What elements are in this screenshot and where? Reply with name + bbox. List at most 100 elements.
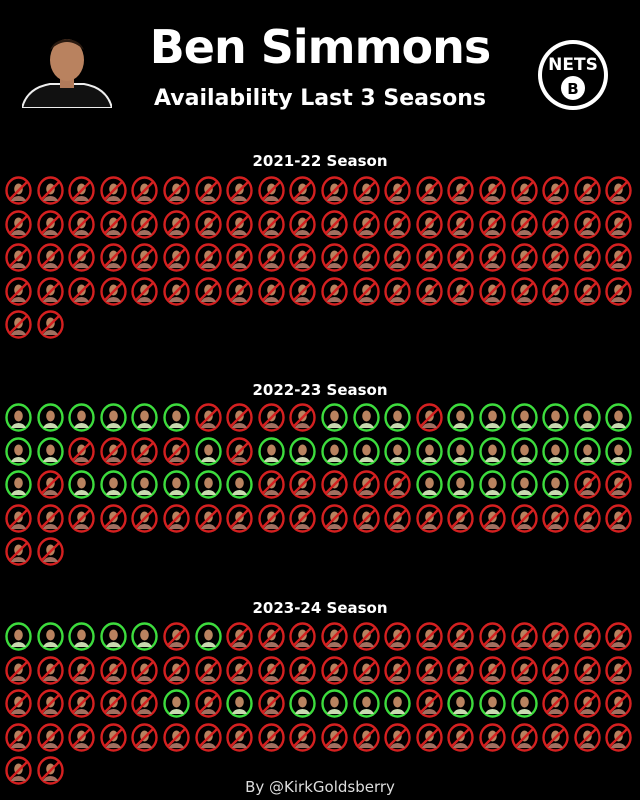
game-missed-icon	[574, 243, 601, 272]
game-missed-icon	[384, 655, 411, 685]
game-missed-icon	[194, 503, 222, 533]
game-missed-icon	[68, 209, 95, 239]
game-played-icon	[194, 436, 222, 466]
credit: By @KirkGoldsberry	[245, 778, 395, 796]
game-missed-icon	[36, 243, 64, 272]
game-missed-icon	[416, 722, 443, 752]
game-missed-icon	[510, 276, 538, 306]
game-missed-icon	[605, 722, 633, 752]
game-played-icon	[479, 436, 506, 466]
game-played-icon	[352, 436, 380, 466]
game-missed-icon	[542, 655, 569, 685]
game-missed-icon	[5, 722, 32, 752]
game-missed-icon	[510, 622, 538, 651]
game-missed-icon	[226, 176, 253, 205]
game-missed-icon	[68, 689, 95, 718]
game-missed-icon	[321, 655, 348, 685]
game-missed-icon	[479, 276, 506, 306]
game-played-icon	[574, 436, 601, 466]
game-missed-icon	[5, 655, 32, 685]
game-missed-icon	[289, 503, 317, 533]
game-missed-icon	[289, 655, 317, 685]
game-missed-icon	[479, 622, 506, 651]
game-missed-icon	[163, 176, 190, 205]
game-missed-icon	[605, 655, 633, 685]
game-missed-icon	[5, 209, 32, 239]
game-missed-icon	[289, 722, 317, 752]
game-played-icon	[447, 403, 475, 432]
game-missed-icon	[542, 276, 569, 306]
game-missed-icon	[36, 503, 64, 533]
page-subtitle: Availability Last 3 Seasons	[154, 86, 486, 111]
game-played-icon	[510, 436, 538, 466]
game-played-icon	[605, 436, 633, 466]
game-missed-icon	[163, 276, 190, 306]
game-missed-icon	[100, 209, 127, 239]
game-played-icon	[289, 436, 317, 466]
game-missed-icon	[131, 176, 159, 205]
game-missed-icon	[416, 209, 443, 239]
season-label-2023-24: 2023-24 Season	[252, 599, 388, 617]
game-missed-icon	[5, 689, 32, 718]
game-missed-icon	[5, 276, 32, 306]
game-missed-icon	[68, 503, 95, 533]
game-missed-icon	[258, 622, 285, 651]
game-missed-icon	[352, 276, 380, 306]
game-missed-icon	[163, 622, 190, 651]
game-missed-icon	[36, 689, 64, 718]
game-missed-icon	[384, 622, 411, 651]
game-played-icon	[605, 403, 633, 432]
game-missed-icon	[416, 689, 443, 718]
game-missed-icon	[194, 176, 222, 205]
game-missed-icon	[542, 503, 569, 533]
game-missed-icon	[384, 503, 411, 533]
game-missed-icon	[258, 470, 285, 499]
nets-logo: NETS B	[536, 38, 610, 112]
game-missed-icon	[447, 276, 475, 306]
game-missed-icon	[289, 176, 317, 205]
game-missed-icon	[226, 243, 253, 272]
game-missed-icon	[289, 403, 317, 432]
game-missed-icon	[36, 655, 64, 685]
game-missed-icon	[542, 622, 569, 651]
game-missed-icon	[479, 176, 506, 205]
game-missed-icon	[36, 722, 64, 752]
game-missed-icon	[321, 470, 348, 499]
game-missed-icon	[321, 722, 348, 752]
game-missed-icon	[258, 243, 285, 272]
game-missed-icon	[605, 176, 633, 205]
game-played-icon	[321, 403, 348, 432]
game-played-icon	[447, 436, 475, 466]
game-missed-icon	[447, 176, 475, 205]
game-missed-icon	[258, 209, 285, 239]
game-missed-icon	[194, 243, 222, 272]
game-missed-icon	[416, 403, 443, 432]
game-missed-icon	[36, 756, 64, 785]
game-played-icon	[226, 470, 253, 499]
game-missed-icon	[194, 209, 222, 239]
game-played-icon	[226, 689, 253, 718]
game-missed-icon	[384, 276, 411, 306]
game-missed-icon	[384, 470, 411, 499]
game-missed-icon	[258, 403, 285, 432]
game-missed-icon	[68, 276, 95, 306]
game-missed-icon	[100, 276, 127, 306]
game-missed-icon	[68, 722, 95, 752]
game-missed-icon	[352, 470, 380, 499]
game-missed-icon	[68, 176, 95, 205]
game-missed-icon	[574, 209, 601, 239]
game-missed-icon	[447, 722, 475, 752]
game-missed-icon	[163, 436, 190, 466]
game-missed-icon	[321, 209, 348, 239]
game-missed-icon	[384, 722, 411, 752]
game-missed-icon	[416, 176, 443, 205]
game-missed-icon	[258, 655, 285, 685]
game-played-icon	[5, 403, 32, 432]
game-missed-icon	[100, 689, 127, 718]
game-played-icon	[194, 470, 222, 499]
game-missed-icon	[68, 436, 95, 466]
game-played-icon	[131, 622, 159, 651]
game-missed-icon	[36, 176, 64, 205]
game-missed-icon	[510, 722, 538, 752]
game-played-icon	[384, 689, 411, 718]
